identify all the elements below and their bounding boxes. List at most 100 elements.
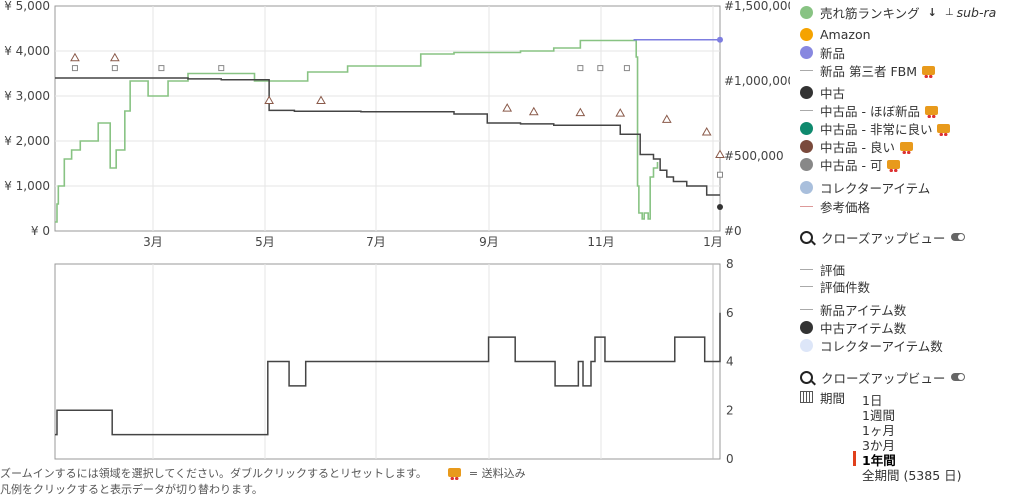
legend-item-amazon[interactable]: Amazon	[800, 25, 871, 43]
y-left-tick-label: ¥ 3,000	[4, 89, 50, 103]
shipping-note-text: = 送料込み	[468, 467, 526, 480]
y-right-tick-label: #1,500,000	[724, 0, 790, 13]
range-1d[interactable]: 1日	[862, 393, 883, 408]
price-panel-frame	[54, 5, 721, 232]
period-label-row: 期間	[800, 388, 845, 406]
collectible-swatch	[800, 180, 813, 194]
series-endpoint	[717, 36, 723, 43]
marker-used-good	[661, 114, 672, 123]
marker-used-like-new	[577, 65, 584, 72]
hierarchy-icon[interactable]: ⊥	[944, 6, 954, 18]
count-tick-label: 6	[726, 306, 734, 320]
legend-item-rating-count[interactable]: 評価件数	[800, 277, 870, 295]
legend-item-used-like-new[interactable]: 中古品 - ほぼ新品	[800, 101, 938, 119]
sub-rank-label[interactable]: sub-ra	[956, 4, 997, 20]
legend-item-collectible[interactable]: コレクターアイテム	[800, 178, 930, 196]
truck-icon	[448, 468, 462, 480]
range-3m[interactable]: 3か月	[862, 438, 895, 453]
legend-item-used-good[interactable]: 中古品 - 良い	[800, 137, 913, 155]
marker-used-good	[575, 107, 586, 117]
marker-used-like-new	[218, 65, 225, 72]
closeup-label: クローズアップビュー	[821, 370, 946, 386]
x-tick-label: 9月	[479, 235, 499, 249]
legend-label: 中古品 - 非常に良い	[820, 121, 933, 137]
active-range-indicator	[853, 451, 856, 466]
range-1m[interactable]: 1ヶ月	[862, 423, 895, 438]
count-tick-label: 4	[726, 355, 734, 369]
count-tick-label: 8	[726, 257, 734, 271]
legend-item-sales-rank[interactable]: 売れ筋ランキング ↓ ⊥ sub-ra	[800, 3, 996, 21]
price-history-chart[interactable]: ¥ 0 ¥ 1,000 ¥ 2,000 ¥ 3,000 ¥ 4,000 ¥ 5,000 #0…	[0, 0, 790, 492]
marker-used-good	[316, 95, 326, 104]
series-endpoint	[717, 204, 723, 210]
closeup-label: クローズアップビュー	[821, 230, 946, 246]
sort-icon[interactable]: ↓	[927, 5, 937, 19]
marker-used-like-new	[158, 65, 165, 72]
legend-item-reference-price[interactable]: 参考価格	[800, 197, 870, 215]
y-left-tick-label: ¥ 0	[31, 224, 50, 238]
line-swatch	[800, 268, 813, 270]
legend-label: 評価件数	[820, 279, 871, 295]
legend-item-new-fbm[interactable]: 新品 第三者 FBM	[800, 61, 935, 79]
closeup-view-toggle-bottom[interactable]: クローズアップビュー	[800, 368, 966, 386]
sales-rank-swatch	[800, 5, 813, 19]
legend-label: 評価	[820, 262, 846, 278]
truck-icon	[937, 123, 951, 136]
marker-used-good	[715, 149, 725, 158]
legend-label: 新品アイテム数	[820, 302, 907, 318]
legend-label: コレクターアイテム	[820, 180, 931, 196]
range-all[interactable]: 全期間 (5385 日)	[862, 468, 962, 483]
y-left-tick-label: ¥ 2,000	[4, 134, 50, 148]
marker-used-like-new	[111, 65, 118, 72]
amazon-swatch	[800, 27, 813, 41]
marker-used-like-new	[623, 65, 630, 72]
legend-label: 中古品 - 可	[820, 157, 883, 173]
y-right-tick-label: #1,000,000	[724, 74, 790, 88]
legend-item-used-very-good[interactable]: 中古品 - 非常に良い	[800, 119, 951, 137]
zoom-hint-text: ズームインするには領域を選択してください。ダブルクリックするとリセットします。	[0, 467, 427, 480]
good-swatch	[800, 139, 813, 153]
toggle-icon[interactable]	[951, 373, 966, 381]
legend-label: 参考価格	[820, 199, 871, 215]
line-swatch	[800, 285, 813, 287]
period-label: 期間	[820, 390, 846, 406]
legend-item-collectible-count[interactable]: コレクターアイテム数	[800, 336, 943, 354]
very-good-swatch	[800, 121, 813, 135]
legend-label: コレクターアイテム数	[820, 338, 943, 354]
legend-item-new[interactable]: 新品	[800, 43, 845, 61]
legend-item-new-offer-count[interactable]: 新品アイテム数	[800, 300, 906, 318]
used-swatch	[800, 85, 813, 99]
marker-used-good	[528, 106, 539, 116]
legend-label: 中古アイテム数	[820, 320, 907, 336]
range-1y[interactable]: 1年間	[862, 453, 896, 468]
closeup-view-toggle-top[interactable]: クローズアップビュー	[800, 228, 966, 246]
toggle-icon[interactable]	[951, 233, 966, 241]
legend-item-rating[interactable]: 評価	[800, 260, 845, 278]
x-tick-label: 7月	[366, 235, 386, 249]
x-tick-label: 11月	[587, 235, 614, 249]
marker-used-like-new	[717, 171, 723, 178]
legend-item-used[interactable]: 中古	[800, 83, 845, 101]
legend-label: Amazon	[820, 26, 871, 42]
legend-label: 新品 第三者 FBM	[820, 63, 917, 79]
marker-used-good	[109, 52, 120, 62]
truck-icon	[922, 65, 935, 78]
marker-used-good	[264, 95, 274, 104]
legend-label: 中古品 - ほぼ新品	[820, 103, 920, 119]
calendar-icon	[800, 391, 813, 403]
legend-item-used-offer-count[interactable]: 中古アイテム数	[800, 318, 906, 336]
magnifier-icon	[800, 370, 813, 384]
used-count-swatch	[800, 320, 813, 334]
truck-icon	[887, 159, 901, 172]
legend-item-used-acceptable[interactable]: 中古品 - 可	[800, 155, 901, 173]
marker-used-good	[70, 52, 80, 62]
count-tick-label: 0	[726, 452, 734, 466]
marker-used-good	[502, 103, 513, 112]
truck-icon	[924, 105, 938, 118]
marker-used-like-new	[597, 65, 604, 72]
line-swatch	[800, 205, 813, 207]
line-swatch	[800, 109, 813, 111]
range-1w[interactable]: 1週間	[862, 408, 895, 423]
new-swatch	[800, 45, 813, 59]
acceptable-swatch	[800, 157, 813, 171]
